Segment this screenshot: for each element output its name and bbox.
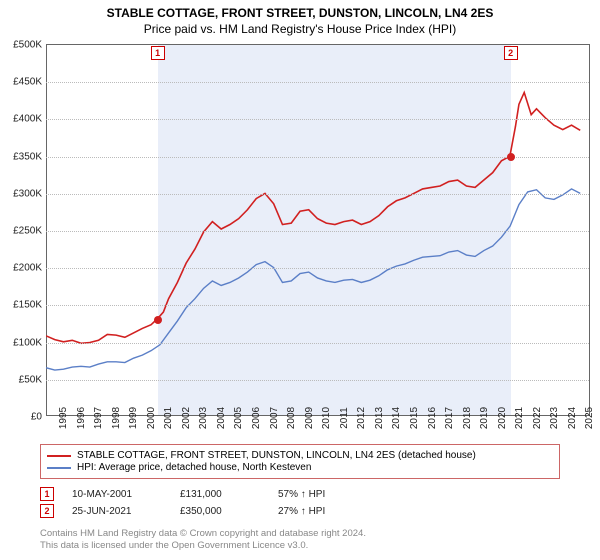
transaction-vs-hpi: 57% ↑ HPI xyxy=(278,489,325,500)
y-axis-tick-label: £0 xyxy=(31,412,42,423)
legend-label: HPI: Average price, detached house, Nort… xyxy=(77,462,311,473)
marker-dot xyxy=(507,153,515,161)
gridline-h xyxy=(46,194,589,195)
transactions-table: 1 10-MAY-2001 £131,000 57% ↑ HPI 2 25-JUN-202… xyxy=(40,484,325,521)
gridline-h xyxy=(46,119,589,120)
transaction-price: £131,000 xyxy=(180,489,260,500)
chart-container: STABLE COTTAGE, FRONT STREET, DUNSTON, L… xyxy=(0,0,600,560)
y-axis-tick-label: £500K xyxy=(13,40,42,51)
x-axis-tick-label: 2025 xyxy=(572,407,595,429)
transaction-row: 2 25-JUN-2021 £350,000 27% ↑ HPI xyxy=(40,504,325,518)
transaction-index: 1 xyxy=(40,487,54,501)
y-axis-tick-label: £400K xyxy=(13,114,42,125)
plot-area: £0£50K£100K£150K£200K£250K£300K£350K£400… xyxy=(46,44,590,416)
chart-title-2: Price paid vs. HM Land Registry's House … xyxy=(8,22,592,36)
gridline-h xyxy=(46,343,589,344)
transaction-row: 1 10-MAY-2001 £131,000 57% ↑ HPI xyxy=(40,487,325,501)
gridline-h xyxy=(46,268,589,269)
transaction-date: 10-MAY-2001 xyxy=(72,489,162,500)
marker-label: 1 xyxy=(151,46,165,60)
gridline-h xyxy=(46,380,589,381)
footer-line-1: Contains HM Land Registry data © Crown c… xyxy=(40,528,366,540)
y-axis-tick-label: £300K xyxy=(13,188,42,199)
gridline-h xyxy=(46,231,589,232)
legend: STABLE COTTAGE, FRONT STREET, DUNSTON, L… xyxy=(40,444,560,479)
legend-row: STABLE COTTAGE, FRONT STREET, DUNSTON, L… xyxy=(47,450,553,461)
chart-titles: STABLE COTTAGE, FRONT STREET, DUNSTON, L… xyxy=(0,0,600,38)
y-axis-tick-label: £200K xyxy=(13,263,42,274)
transaction-index: 2 xyxy=(40,504,54,518)
transaction-date: 25-JUN-2021 xyxy=(72,506,162,517)
marker-dot xyxy=(154,316,162,324)
legend-label: STABLE COTTAGE, FRONT STREET, DUNSTON, L… xyxy=(77,450,476,461)
gridline-h xyxy=(46,82,589,83)
legend-row: HPI: Average price, detached house, Nort… xyxy=(47,462,553,473)
legend-swatch xyxy=(47,467,71,469)
y-axis-tick-label: £250K xyxy=(13,226,42,237)
transaction-price: £350,000 xyxy=(180,506,260,517)
y-axis-tick-label: £350K xyxy=(13,151,42,162)
chart-title-1: STABLE COTTAGE, FRONT STREET, DUNSTON, L… xyxy=(8,6,592,20)
footer-attribution: Contains HM Land Registry data © Crown c… xyxy=(40,528,366,553)
y-axis-tick-label: £150K xyxy=(13,300,42,311)
y-axis-tick-label: £450K xyxy=(13,77,42,88)
y-axis-tick-label: £100K xyxy=(13,337,42,348)
transaction-vs-hpi: 27% ↑ HPI xyxy=(278,506,325,517)
marker-label: 2 xyxy=(504,46,518,60)
legend-swatch xyxy=(47,455,71,457)
footer-line-2: This data is licensed under the Open Gov… xyxy=(40,540,366,552)
y-axis-tick-label: £50K xyxy=(19,374,42,385)
gridline-h xyxy=(46,305,589,306)
